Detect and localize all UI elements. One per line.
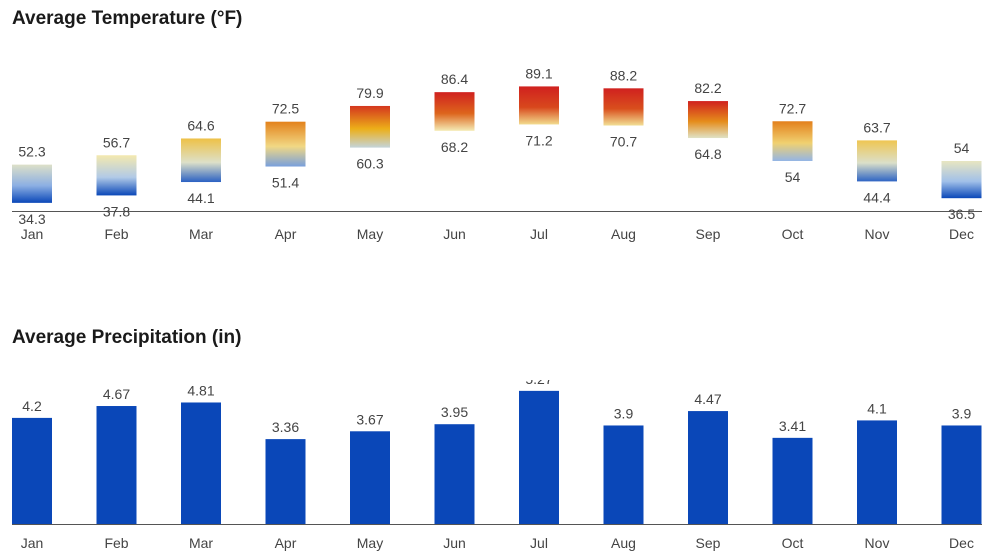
precipitation-month-label: May	[357, 535, 383, 551]
temperature-month-label: Nov	[865, 226, 890, 242]
temperature-low-label: 34.3	[18, 211, 45, 227]
temperature-high-label: 54	[954, 140, 970, 156]
temperature-month-label: Jun	[443, 226, 466, 242]
precipitation-month-label: Aug	[611, 535, 636, 551]
temperature-high-label: 82.2	[694, 80, 721, 96]
temperature-low-label: 64.8	[694, 146, 721, 162]
precipitation-value-label: 4.1	[867, 400, 887, 416]
temperature-low-label: 68.2	[441, 139, 468, 155]
temperature-low-label: 70.7	[610, 134, 637, 150]
temperature-month-label: Feb	[104, 226, 128, 242]
temperature-high-label: 72.7	[779, 100, 806, 116]
temperature-high-label: 56.7	[103, 134, 130, 150]
temperature-month-label: Oct	[782, 226, 804, 242]
temperature-month-label: Apr	[275, 226, 297, 242]
precipitation-value-label: 3.9	[952, 405, 972, 421]
temperature-high-label: 88.2	[610, 67, 637, 83]
precipitation-month-label: Jul	[530, 535, 548, 551]
precipitation-bar-aug	[603, 425, 644, 524]
precipitation-chart: 4.2 Jan 4.67 Feb 4.81 Mar 3.36 Apr 3.67 May 3.95 Ju…	[12, 380, 982, 551]
temperature-range-bar-jan	[12, 164, 52, 203]
precipitation-bar-oct	[772, 437, 813, 524]
temperature-low-label: 44.4	[863, 189, 890, 205]
temperature-high-label: 72.5	[272, 101, 299, 117]
temperature-month-label: Mar	[189, 226, 213, 242]
precipitation-bar-may	[350, 431, 390, 524]
precipitation-bar-nov	[857, 420, 897, 524]
temperature-high-label: 63.7	[863, 119, 890, 135]
temperature-range-bar-oct	[772, 121, 813, 161]
precipitation-month-label: Mar	[189, 535, 213, 551]
temperature-month-label: Dec	[949, 226, 974, 242]
precipitation-value-label: 4.81	[187, 382, 214, 398]
precipitation-bar-jul	[519, 390, 559, 524]
precipitation-month-label: Nov	[865, 535, 890, 551]
temperature-high-label: 89.1	[525, 65, 552, 81]
temperature-range-bar-dec	[941, 161, 982, 199]
temperature-range-bar-jul	[519, 86, 559, 125]
temperature-high-label: 64.6	[187, 117, 214, 133]
precipitation-chart-title: Average Precipitation (in)	[12, 327, 242, 348]
precipitation-value-label: 5.27	[525, 380, 552, 387]
temperature-range-bar-apr	[265, 121, 306, 167]
temperature-month-label: Jul	[530, 226, 548, 242]
temperature-range-bar-jun	[434, 92, 475, 131]
precipitation-value-label: 3.9	[614, 405, 634, 421]
temperature-high-label: 52.3	[18, 144, 45, 160]
temperature-chart-title: Average Temperature (°F)	[12, 8, 243, 29]
precipitation-value-label: 3.95	[441, 404, 468, 420]
temperature-month-label: May	[357, 226, 383, 242]
temperature-high-label: 86.4	[441, 71, 468, 87]
precipitation-value-label: 4.47	[694, 391, 721, 407]
precipitation-value-label: 4.67	[103, 386, 130, 402]
precipitation-month-label: Jan	[21, 535, 44, 551]
temperature-low-label: 37.8	[103, 203, 130, 219]
precipitation-bar-sep	[688, 411, 728, 524]
precipitation-bar-mar	[181, 402, 221, 524]
temperature-high-label: 79.9	[356, 85, 383, 101]
temperature-low-label: 60.3	[356, 156, 383, 172]
temperature-month-label: Jan	[21, 226, 44, 242]
temperature-month-label: Aug	[611, 226, 636, 242]
precipitation-bar-jan	[12, 417, 52, 524]
precipitation-month-label: Oct	[782, 535, 804, 551]
precipitation-month-label: Jun	[443, 535, 466, 551]
temperature-low-label: 71.2	[525, 132, 552, 148]
temperature-range-bar-may	[350, 105, 390, 148]
temperature-range-bar-nov	[857, 140, 897, 182]
precipitation-value-label: 3.41	[779, 418, 806, 434]
temperature-range-bar-aug	[603, 88, 644, 126]
temperature-low-label: 54	[785, 169, 801, 185]
temperature-range-bar-feb	[96, 155, 137, 196]
precipitation-value-label: 3.67	[356, 411, 383, 427]
temperature-low-label: 51.4	[272, 175, 299, 191]
temperature-month-label: Sep	[696, 226, 721, 242]
precipitation-month-label: Feb	[104, 535, 128, 551]
precipitation-month-label: Dec	[949, 535, 974, 551]
temperature-range-bar-sep	[688, 101, 728, 139]
precipitation-bar-apr	[265, 439, 306, 524]
temperature-low-label: 36.5	[948, 206, 975, 222]
precipitation-bar-jun	[434, 424, 475, 524]
temperature-low-label: 44.1	[187, 190, 214, 206]
temperature-range-bar-mar	[181, 138, 221, 183]
precipitation-month-label: Apr	[275, 535, 297, 551]
precipitation-value-label: 3.36	[272, 419, 299, 435]
precipitation-month-label: Sep	[696, 535, 721, 551]
precipitation-value-label: 4.2	[22, 398, 42, 414]
precipitation-bar-dec	[941, 425, 982, 524]
precipitation-bar-feb	[96, 406, 137, 524]
